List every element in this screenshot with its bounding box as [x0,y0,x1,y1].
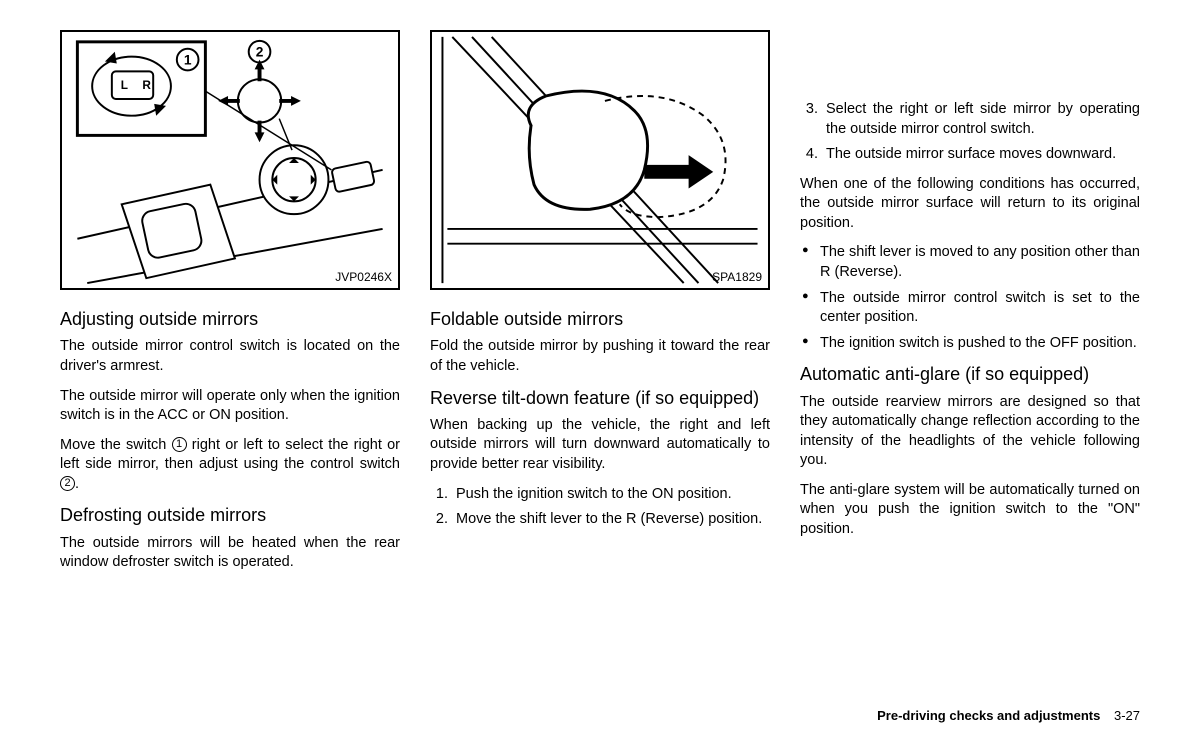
list-conditions: The shift lever is moved to any position… [800,243,1140,353]
list-item: Select the right or left side mirror by … [822,100,1140,139]
footer-section: Pre-driving checks and adjustments [877,708,1100,723]
para-defrosting: The outside mirrors will be heated when … [60,534,400,573]
figure-1-label: JVP0246X [335,270,392,284]
para-adjusting-1: The outside mirror control switch is loc… [60,337,400,376]
circled-1: 1 [172,437,187,452]
svg-text:L: L [121,78,128,92]
heading-reverse-tilt: Reverse tilt-down feature (if so equippe… [430,387,770,410]
callout-1: 1 [184,52,192,67]
para-adjusting-3: Move the switch 1 right or left to selec… [60,436,400,495]
para-adjusting-2: The outside mirror will operate only whe… [60,387,400,426]
para-antiglare-1: The outside rearview mirrors are designe… [800,393,1140,471]
heading-defrosting: Defrosting outside mirrors [60,504,400,527]
list-item: The shift lever is moved to any position… [800,243,1140,282]
para-conditions: When one of the following conditions has… [800,175,1140,234]
figure-2-drawing [432,32,768,288]
heading-adjusting: Adjusting outside mirrors [60,308,400,331]
heading-antiglare: Automatic anti-glare (if so equipped) [800,363,1140,386]
circled-2: 2 [60,476,75,491]
column-1: L R 1 2 JVP0246X Adjusting outside m [60,30,400,583]
para-reverse-tilt: When backing up the vehicle, the right a… [430,416,770,475]
page-footer: Pre-driving checks and adjustments 3-27 [877,708,1140,723]
page-content: L R 1 2 JVP0246X Adjusting outside m [0,30,1200,583]
list-item: Push the ignition switch to the ON posit… [452,485,770,505]
para-foldable: Fold the outside mirror by pushing it to… [430,337,770,376]
para-antiglare-2: The anti-glare system will be automatica… [800,481,1140,540]
list-item: The outside mirror surface moves downwar… [822,145,1140,165]
column-3: Select the right or left side mirror by … [800,30,1140,583]
svg-text:R: R [142,78,151,92]
list-reverse-tilt: Push the ignition switch to the ON posit… [430,485,770,530]
figure-2-label: SPA1829 [712,270,762,284]
heading-foldable: Foldable outside mirrors [430,308,770,331]
column-3-spacer [800,30,1140,100]
figure-2: SPA1829 [430,30,770,290]
footer-page-number: 3-27 [1114,708,1140,723]
list-reverse-tilt-cont: Select the right or left side mirror by … [800,100,1140,165]
figure-1-drawing: L R 1 2 [62,32,398,288]
list-item: The outside mirror control switch is set… [800,289,1140,328]
figure-1: L R 1 2 JVP0246X [60,30,400,290]
list-item: Move the shift lever to the R (Reverse) … [452,510,770,530]
list-item: The ignition switch is pushed to the OFF… [800,334,1140,354]
column-2: SPA1829 Foldable outside mirrors Fold th… [430,30,770,583]
callout-2: 2 [256,45,264,60]
